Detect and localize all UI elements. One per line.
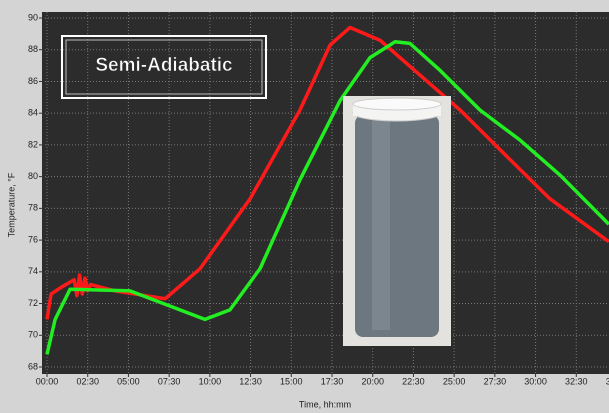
y-axis-label: Temperature, °F: [6, 172, 16, 237]
y-tick-label: 78: [28, 203, 38, 213]
x-tick-label: 27:30: [484, 376, 507, 386]
x-tick-label: 32:30: [565, 376, 588, 386]
annotation: Semi-Adiabatic: [95, 55, 233, 76]
x-tick-label: 22:30: [402, 376, 425, 386]
x-tick-label: 35:00: [606, 376, 609, 386]
y-tick-label: 72: [28, 298, 38, 308]
x-tick-label: 05:00: [117, 376, 140, 386]
annotation-box: [61, 35, 267, 99]
y-tick-label: 70: [28, 330, 38, 340]
x-axis-label: Time, hh:mm: [299, 399, 351, 409]
plot-area: [42, 12, 609, 374]
y-tick-label: 74: [28, 266, 38, 276]
x-tick-label: 15:00: [280, 376, 303, 386]
annotation-box: [65, 39, 263, 95]
x-tick-label: 20:00: [361, 376, 384, 386]
y-tick-label: 80: [28, 171, 38, 181]
series-line: [45, 40, 609, 355]
photo: [343, 96, 451, 346]
y-tick-label: 68: [28, 361, 38, 371]
x-tick-label: 10:00: [199, 376, 222, 386]
y-tick-label: 86: [28, 76, 38, 86]
x-tick-label: 17:30: [321, 376, 344, 386]
y-tick-label: 76: [28, 234, 38, 244]
x-tick-label: 30:00: [524, 376, 547, 386]
x-tick-label: 12:30: [239, 376, 262, 386]
x-tick-label: 02:30: [76, 376, 99, 386]
y-tick-label: 88: [28, 44, 38, 54]
y-tick-label: 84: [28, 108, 38, 118]
x-tick-label: 25:00: [443, 376, 466, 386]
y-tick-label: 82: [28, 139, 38, 149]
x-tick-label: 00:00: [36, 376, 59, 386]
x-tick-label: 07:30: [158, 376, 181, 386]
y-tick-label: 90: [28, 12, 38, 22]
